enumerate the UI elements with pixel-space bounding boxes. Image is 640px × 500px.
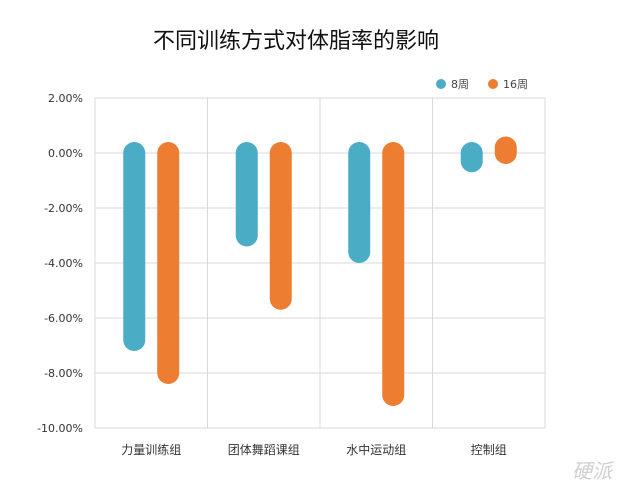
legend-label: 16周 <box>503 78 528 91</box>
y-tick-label: 0.00% <box>48 147 83 160</box>
x-category-label: 力量训练组 <box>121 442 181 457</box>
y-axis-ticks: 2.00% 0.00% -2.00% -4.00% -6.00% -8.00% -10.00… <box>37 92 83 435</box>
legend-marker <box>488 79 498 89</box>
x-category-label: 水中运动组 <box>346 442 406 457</box>
x-category-label: 团体舞蹈课组 <box>228 443 300 457</box>
watermark-logo: 硬派 <box>572 459 615 483</box>
bars-layer <box>123 136 517 406</box>
y-tick-label: -4.00% <box>44 257 83 270</box>
legend-label: 8周 <box>451 78 469 91</box>
y-tick-label: 2.00% <box>48 92 83 105</box>
y-tick-label: -6.00% <box>44 312 83 325</box>
y-tick-label: -10.00% <box>37 422 83 435</box>
y-tick-label: -8.00% <box>44 367 83 380</box>
y-tick-label: -2.00% <box>44 202 83 215</box>
chart-legend: 8周 16周 <box>436 78 528 91</box>
chart-title: 不同训练方式对体脂率的影响 <box>153 29 439 54</box>
x-category-label: 控制组 <box>471 443 507 457</box>
legend-marker <box>436 79 446 89</box>
x-axis-categories: 力量训练组 团体舞蹈课组 水中运动组 控制组 <box>121 442 507 457</box>
